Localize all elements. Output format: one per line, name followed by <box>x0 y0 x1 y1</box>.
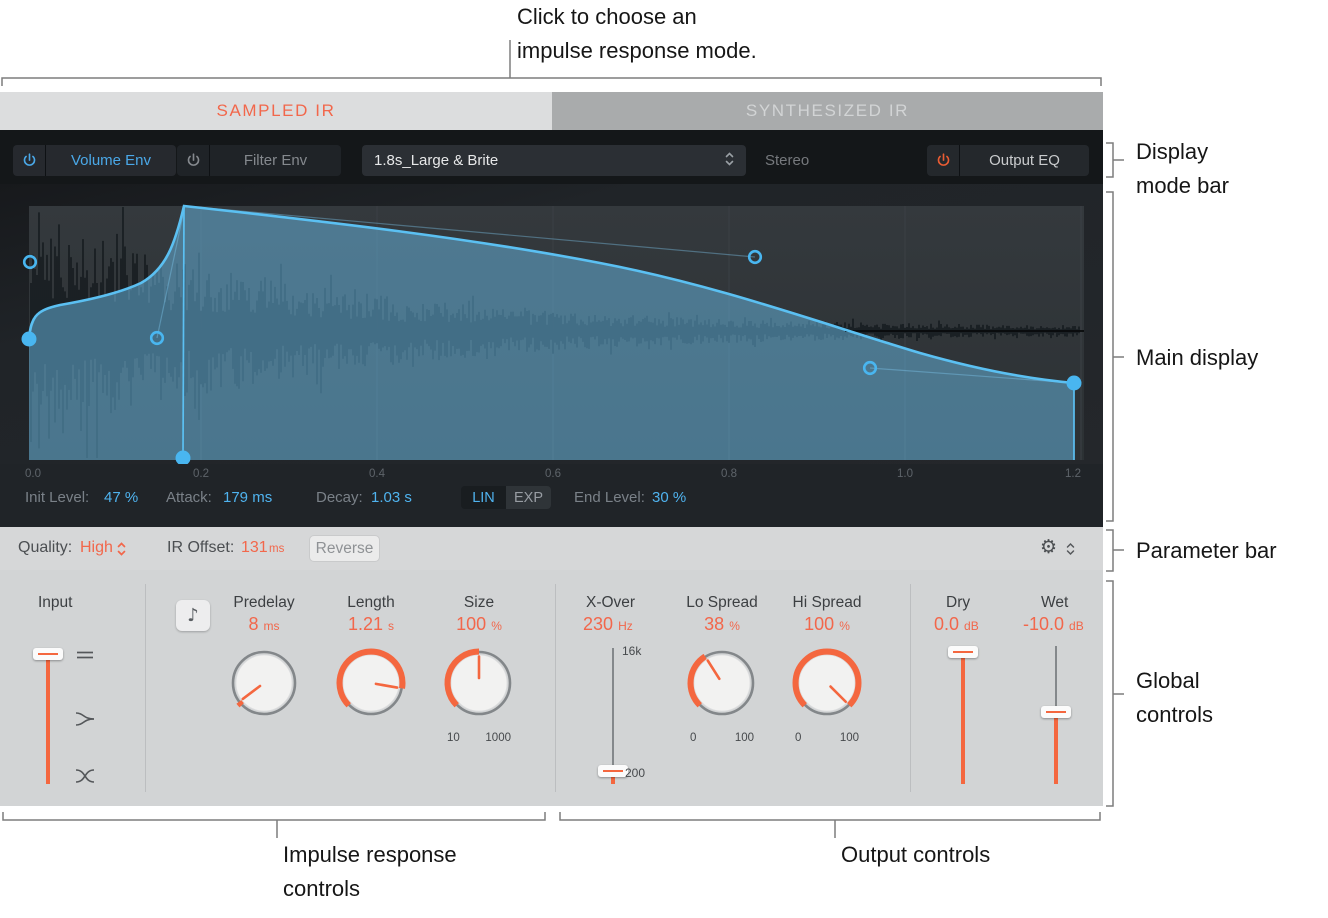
end-level-label: End Level: <box>574 489 645 506</box>
exp-button[interactable]: EXP <box>506 486 551 509</box>
lo-spread-scale: 0 100 <box>690 732 754 744</box>
attack-label: Attack: <box>166 489 212 506</box>
xover-label: X-Over <box>586 594 636 611</box>
display-mode-bar: Volume Env Filter Env 1.8s_Large & Brite… <box>0 130 1103 184</box>
ir-sample-select[interactable]: 1.8s_Large & Brite <box>362 145 746 176</box>
annotation-parameter-bar: Parameter bar <box>1136 538 1277 563</box>
ir-offset-value[interactable]: 131 <box>241 539 268 556</box>
power-icon[interactable] <box>177 145 210 176</box>
hi-spread-scale: 0 100 <box>795 732 859 744</box>
chevron-up-down-icon <box>725 151 734 171</box>
lo-spread-knob[interactable] <box>682 643 762 723</box>
annotation-output-controls: Output controls <box>841 842 991 867</box>
init-level-label: Init Level: <box>25 489 90 506</box>
annotation-impulse-response-controls: Impulse response controls <box>283 842 457 901</box>
input-slider[interactable] <box>33 648 63 784</box>
predelay-control: Predelay 8 ms <box>224 594 304 723</box>
predelay-knob[interactable] <box>224 643 304 723</box>
reverse-button[interactable]: Reverse <box>309 535 380 562</box>
decay-curve-mode: LIN EXP <box>461 486 551 509</box>
filter-env-button[interactable]: Filter Env <box>177 145 341 176</box>
ir-mode-tabbar: SAMPLED IR SYNTHESIZED IR <box>0 92 1103 130</box>
wet-label: Wet <box>1041 594 1069 611</box>
annotation-main-display: Main display <box>1136 345 1259 370</box>
input-mode-merge-icon[interactable] <box>74 710 96 733</box>
annotation-display-mode-bar: Display mode bar <box>1136 139 1229 198</box>
lo-spread-control: Lo Spread 38 % <box>682 594 762 723</box>
section-divider <box>145 584 146 792</box>
section-divider <box>555 584 556 792</box>
input-label: Input <box>38 594 73 611</box>
xover-slider[interactable] <box>598 648 628 784</box>
power-icon[interactable] <box>927 145 960 176</box>
dry-slider[interactable] <box>948 646 978 784</box>
quality-value[interactable]: High <box>80 539 113 556</box>
decay-label: Decay: <box>316 489 363 506</box>
xover-bottom-label: 200 <box>625 766 646 780</box>
stereo-label: Stereo <box>765 152 810 169</box>
hi-spread-control: Hi Spread 100 % <box>787 594 867 723</box>
init-level-value[interactable]: 47 % <box>104 489 139 506</box>
decay-value[interactable]: 1.03 s <box>371 489 412 506</box>
tab-sampled-ir[interactable]: SAMPLED IR <box>0 92 552 130</box>
dry-value[interactable]: 0.0 dB <box>934 614 979 634</box>
length-knob[interactable] <box>331 643 411 723</box>
wet-value[interactable]: -10.0 dB <box>1023 614 1084 634</box>
end-level-value[interactable]: 30 % <box>652 489 687 506</box>
parameter-bar: Quality: High IR Offset: 131 ms Reverse … <box>0 527 1103 570</box>
gear-icon[interactable]: ⚙ <box>1040 536 1058 558</box>
input-mode-cross-icon[interactable] <box>74 767 96 790</box>
hi-spread-knob[interactable] <box>787 643 867 723</box>
xover-top-label: 16k <box>622 644 642 658</box>
volume-env-button[interactable]: Volume Env <box>13 145 176 176</box>
main-display: 0.0 0.2 0.4 0.6 0.8 1.0 1.2 Init Level: … <box>0 184 1103 527</box>
power-icon[interactable] <box>13 145 46 176</box>
sync-note-button[interactable]: ♪ <box>176 600 210 631</box>
space-designer-window: SAMPLED IR SYNTHESIZED IR Volume Env Fil… <box>0 92 1103 806</box>
attack-value[interactable]: 179 ms <box>223 489 273 506</box>
wet-slider[interactable] <box>1041 646 1071 784</box>
quality-label: Quality: <box>18 539 73 556</box>
chevron-up-down-icon[interactable] <box>117 541 126 562</box>
output-eq-button[interactable]: Output EQ <box>927 145 1089 176</box>
ir-offset-label: IR Offset: <box>167 539 235 556</box>
length-control: Length 1.21 s <box>331 594 411 723</box>
size-scale: 10 1000 <box>447 732 511 744</box>
annotation-choose-mode: Click to choose an impulse response mode… <box>517 4 757 63</box>
size-control: Size 100 % <box>439 594 519 723</box>
size-knob[interactable] <box>439 643 519 723</box>
global-controls: Input ♪ Predelay 8 ms Length 1.21 s <box>0 570 1103 806</box>
envelope-waveform-display[interactable] <box>0 184 1103 466</box>
tab-synthesized-ir[interactable]: SYNTHESIZED IR <box>552 92 1103 130</box>
lin-button[interactable]: LIN <box>461 486 506 509</box>
input-mode-stereo-icon[interactable] <box>74 648 96 667</box>
chevron-up-down-icon[interactable] <box>1066 542 1075 561</box>
dry-label: Dry <box>946 594 971 611</box>
xover-value[interactable]: 230 Hz <box>583 614 633 634</box>
ir-offset-unit: ms <box>269 543 285 555</box>
section-divider <box>910 584 911 792</box>
annotation-global-controls: Global controls <box>1136 668 1214 727</box>
